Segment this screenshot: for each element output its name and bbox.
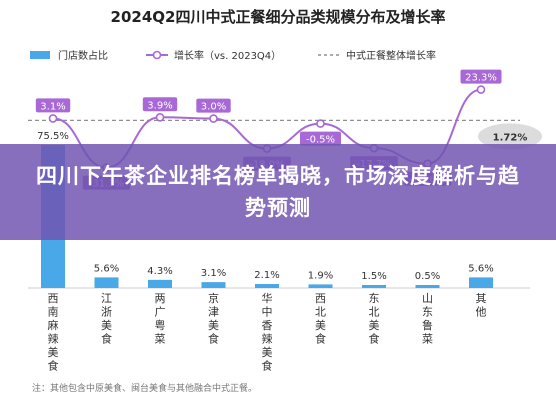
category-label-5-char: 华 <box>262 291 273 305</box>
growth-label-box-1 <box>35 98 71 113</box>
category-label-2-char: 食 <box>101 332 112 346</box>
legend-reference-label: 中式正餐整体增长率 <box>346 49 436 62</box>
growth-label-6: -0.5% <box>306 135 335 146</box>
category-label-4-char: 京 <box>208 291 219 305</box>
bar-label-5: 2.1% <box>254 270 279 281</box>
category-label-7-char: 食 <box>369 332 380 346</box>
category-label-8-char: 山 <box>422 292 433 305</box>
category-label-4-char: 食 <box>208 332 219 346</box>
bar-7 <box>362 285 386 288</box>
reference-label: 1.72% <box>493 132 528 143</box>
category-label-8-char: 鲁 <box>422 318 433 332</box>
growth-label-4: 3.0% <box>201 102 226 113</box>
legend-line-marker <box>152 50 162 60</box>
category-label-7-char: 美 <box>369 319 380 332</box>
category-label-5-char: 美 <box>262 346 273 359</box>
legend-bar-swatch <box>30 51 50 59</box>
category-label-3-char: 粤 <box>155 318 166 332</box>
category-label-3-char: 菜 <box>155 333 166 346</box>
legend-line-label: 增长率（vs. 2023Q4） <box>174 49 281 62</box>
category-label-1-char: 美 <box>48 346 59 359</box>
bar-8 <box>415 285 440 288</box>
category-label-3-char: 两 <box>155 292 166 305</box>
growth-label-box-9 <box>460 69 502 84</box>
category-label-3-char: 广 <box>155 306 166 319</box>
category-label-6-char: 西 <box>315 292 326 305</box>
chart-note: 注：其他包含中原美食、闽台美食与其他融合中式正餐。 <box>32 382 257 394</box>
bar-6 <box>308 284 333 288</box>
growth-label-box-3 <box>142 97 178 112</box>
category-label-5-char: 辣 <box>262 332 273 346</box>
growth-label-9: 23.3% <box>465 73 497 84</box>
bar-4 <box>201 282 226 288</box>
growth-label-box-6 <box>300 131 341 146</box>
growth-point-6 <box>316 119 325 128</box>
bar-label-1: 75.5% <box>37 131 69 142</box>
bar-label-8: 0.5% <box>415 271 440 282</box>
growth-label-1: 3.1% <box>40 101 65 112</box>
category-label-1-char: 食 <box>48 359 59 373</box>
bar-label-7: 1.5% <box>361 271 386 282</box>
category-label-4-char: 津 <box>208 306 219 319</box>
reference-callout <box>478 123 542 150</box>
category-label-2-char: 江 <box>101 292 112 305</box>
category-label-6-char: 食 <box>315 332 326 346</box>
category-label-4-char: 美 <box>208 319 219 332</box>
category-label-7-char: 北 <box>369 306 380 319</box>
bar-5 <box>255 284 279 288</box>
headline-banner: 四川下午茶企业排名榜单揭晓，市场深度解析与趋势预测 <box>0 144 556 240</box>
category-label-8-char: 东 <box>422 306 433 319</box>
category-label-6-char: 北 <box>315 306 326 319</box>
bar-3 <box>148 279 172 288</box>
growth-point-4 <box>209 114 218 123</box>
growth-label-box-4 <box>196 98 231 113</box>
category-label-8-char: 菜 <box>422 333 433 346</box>
category-label-9-char: 其 <box>476 292 487 305</box>
category-label-5-char: 中 <box>262 306 273 319</box>
headline-text: 四川下午茶企业排名榜单揭晓，市场深度解析与趋势预测 <box>36 164 520 220</box>
legend-bar-label: 门店数占比 <box>58 49 108 62</box>
bar-label-2: 5.6% <box>94 263 119 274</box>
bar-label-3: 4.3% <box>147 266 172 277</box>
category-label-6-char: 美 <box>315 319 326 332</box>
category-label-2-char: 浙 <box>101 306 112 319</box>
legend: 门店数占比 增长率（vs. 2023Q4） 中式正餐整体增长率 <box>30 49 436 62</box>
growth-label-3: 3.9% <box>147 100 172 111</box>
category-label-1-char: 辣 <box>48 332 59 346</box>
bar-2 <box>94 277 119 288</box>
category-label-9-char: 他 <box>476 306 487 319</box>
category-label-7-char: 东 <box>369 292 380 305</box>
bar-label-6: 1.9% <box>308 270 333 281</box>
bar-9 <box>469 277 493 288</box>
category-label-1-char: 南 <box>48 306 59 319</box>
growth-point-9 <box>476 85 486 94</box>
bar-label-9: 5.6% <box>468 263 493 274</box>
category-label-5-char: 食 <box>262 359 273 373</box>
bar-label-4: 3.1% <box>201 268 226 279</box>
chart-title: 2024Q2四川中式正餐细分品类规模分布及增长率 <box>111 8 446 26</box>
category-label-1-char: 西 <box>48 292 59 305</box>
growth-point-1 <box>48 114 58 123</box>
growth-point-3 <box>155 112 165 122</box>
category-label-1-char: 麻 <box>48 318 59 332</box>
category-label-5-char: 香 <box>262 319 273 332</box>
category-label-2-char: 美 <box>101 319 112 332</box>
